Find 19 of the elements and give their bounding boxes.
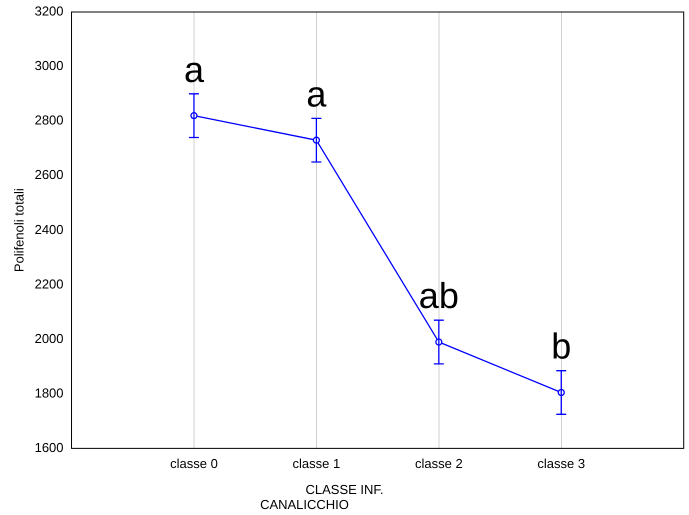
- annotation: a: [184, 48, 205, 90]
- x-tick-label: classe 2: [414, 456, 463, 471]
- y-tick-label: 1600: [34, 440, 64, 455]
- y-tick-label: 3200: [34, 4, 64, 19]
- y-tick-label: 2600: [34, 167, 64, 182]
- y-tick-label: 2800: [34, 112, 64, 128]
- y-axis-title: Polifenoli totali: [11, 188, 26, 272]
- x-tick-label: classe 3: [537, 456, 586, 471]
- x-axis-title: CLASSE INF. CANALICCHIO: [259, 482, 385, 512]
- annotation: b: [551, 326, 572, 367]
- y-tick-label: 3000: [34, 58, 64, 74]
- x-tick-label: classe 0: [170, 456, 218, 471]
- y-tick-label: 2200: [34, 276, 64, 292]
- y-tick-label: 1800: [34, 385, 64, 400]
- y-tick-label: 2000: [34, 330, 64, 346]
- y-tick-label: 2400: [34, 222, 64, 237]
- annotation: a: [306, 73, 328, 114]
- x-tick-label: classe 1: [292, 456, 340, 471]
- annotation: ab: [418, 275, 459, 316]
